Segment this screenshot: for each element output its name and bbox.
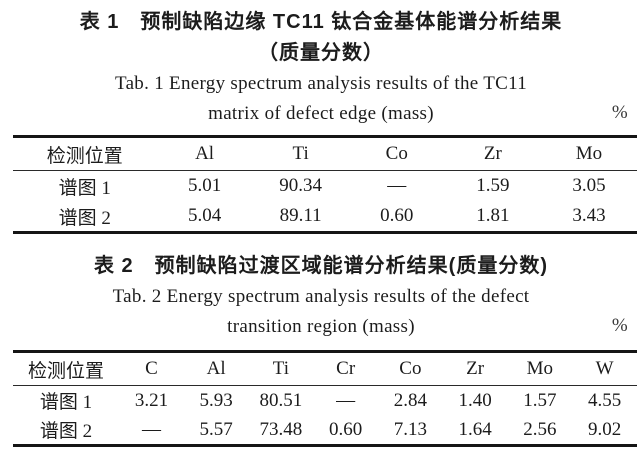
- table2-row1-mo: 1.57: [523, 389, 557, 411]
- table2-row1-co: 2.84: [393, 389, 427, 411]
- table2-col-header-position: 检测位置: [13, 351, 120, 386]
- table1-row2-label: 谱图 2: [58, 207, 111, 229]
- table1-col-header-co: Co: [348, 136, 445, 171]
- table1-row1-co: —: [387, 175, 407, 197]
- table2-col-header-cr: Cr: [313, 351, 379, 386]
- table1-energy-spectrum-defect-edge: 检测位置 Al Ti Co Zr Mo 谱图 1 5.01 90.34 — 1.…: [13, 135, 637, 234]
- table2-row2-mo: 2.56: [523, 418, 557, 440]
- table2-row1-ti: 80.51: [259, 389, 303, 411]
- table2-row2-zr: 1.64: [458, 418, 492, 440]
- table2-col-header-zr: Zr: [442, 351, 508, 386]
- table1-col-header-ti: Ti: [252, 136, 349, 171]
- table2-row2-label: 谱图 2: [39, 421, 93, 443]
- table1-row1-mo: 3.05: [572, 175, 606, 197]
- table2-row2-co: 7.13: [393, 418, 427, 440]
- table2-row2-ti: 73.48: [259, 418, 303, 440]
- table1-row1-ti: 90.34: [279, 175, 323, 197]
- table2-caption-en-line2: transition region (mass) %: [0, 312, 642, 342]
- table1-row1-al: 5.01: [187, 175, 222, 197]
- table-row: 谱图 2 5.04 89.11 0.60 1.81 3.43: [13, 202, 637, 233]
- table1-caption-zh-line2: （质量分数）: [258, 42, 384, 64]
- table2-row1-cr: —: [336, 389, 356, 411]
- table2-caption-en-line1: Tab. 2 Energy spectrum analysis results …: [112, 286, 530, 307]
- table1-row2-co: 0.60: [380, 205, 414, 227]
- table2-row2-c: —: [141, 418, 161, 440]
- table2-col-header-al: Al: [183, 351, 249, 386]
- table2-row1-al: 5.93: [199, 389, 233, 411]
- table2-row2-cr: 0.60: [329, 418, 363, 440]
- table2-col-header-w: W: [572, 351, 637, 386]
- table1-row2-mo: 3.43: [572, 205, 606, 227]
- table1-row2-al: 5.04: [187, 205, 222, 227]
- table2-caption-en-line2-text: transition region (mass): [227, 316, 415, 337]
- table2-row1-w: 4.55: [587, 389, 622, 411]
- table-row: 谱图 1 3.21 5.93 80.51 — 2.84 1.40 1.57 4.…: [13, 386, 637, 416]
- table2-header-row: 检测位置 C Al Ti Cr Co Zr Mo W: [13, 351, 637, 386]
- table2-col-header-ti: Ti: [248, 351, 314, 386]
- table1-row1-label: 谱图 1: [58, 177, 111, 199]
- table2-col-header-mo: Mo: [507, 351, 573, 386]
- table2-col-header-co: Co: [378, 351, 443, 386]
- table1-header-row: 检测位置 Al Ti Co Zr Mo: [13, 136, 637, 171]
- table2-row1-zr: 1.40: [458, 389, 492, 411]
- table2-caption-zh-line1: 表 2 预制缺陷过渡区域能谱分析结果(质量分数): [94, 255, 548, 277]
- table1-unit-percent: %: [611, 102, 628, 123]
- table1-row2-zr: 1.81: [476, 205, 510, 227]
- table-row: 谱图 2 — 5.57 73.48 0.60 7.13 1.64 2.56 9.…: [13, 416, 637, 446]
- table1-col-header-position: 检测位置: [13, 136, 157, 171]
- table2-row1-label: 谱图 1: [39, 392, 93, 414]
- table1-row1-zr: 1.59: [476, 175, 510, 197]
- table2-row2-w: 9.02: [587, 418, 622, 440]
- table1-col-header-zr: Zr: [444, 136, 541, 171]
- table1-col-header-al: Al: [156, 136, 253, 171]
- table1-col-header-mo: Mo: [540, 136, 637, 171]
- table1-row2-ti: 89.11: [279, 205, 322, 227]
- table2-unit-percent: %: [611, 315, 628, 336]
- table1-caption-en-line2: matrix of defect edge (mass) %: [0, 99, 642, 129]
- table2-row1-c: 3.21: [134, 389, 169, 411]
- table1-caption-en-line1: Tab. 1 Energy spectrum analysis results …: [114, 73, 528, 94]
- table2-energy-spectrum-transition-region: 检测位置 C Al Ti Cr Co Zr Mo W 谱图 1 3.21 5.9…: [13, 350, 637, 447]
- table-row: 谱图 1 5.01 90.34 — 1.59 3.05: [13, 171, 637, 202]
- table1-caption-zh-line1: 表 1 预制缺陷边缘 TC11 钛合金基体能谱分析结果: [79, 11, 563, 33]
- table2-col-header-c: C: [119, 351, 184, 386]
- table2-row2-al: 5.57: [199, 418, 233, 440]
- table1-caption-en-line2-text: matrix of defect edge (mass): [208, 103, 434, 124]
